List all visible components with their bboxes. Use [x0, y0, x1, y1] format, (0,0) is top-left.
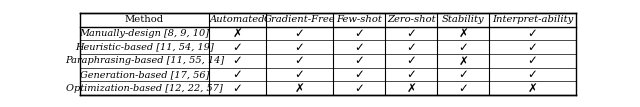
Text: ✓: ✓ — [294, 68, 305, 81]
Text: ✓: ✓ — [527, 27, 538, 40]
Text: ✓: ✓ — [354, 68, 364, 81]
Text: Generation-based [17, 56]: Generation-based [17, 56] — [80, 70, 209, 79]
Text: Stability: Stability — [442, 15, 484, 24]
Text: ✓: ✓ — [406, 54, 416, 67]
Text: Automated: Automated — [210, 15, 265, 24]
Text: ✓: ✓ — [354, 54, 364, 67]
Text: ✓: ✓ — [294, 27, 305, 40]
Text: ✗: ✗ — [406, 82, 416, 95]
Text: ✓: ✓ — [527, 41, 538, 54]
Text: ✓: ✓ — [232, 54, 243, 67]
Text: Optimization-based [12, 22, 57]: Optimization-based [12, 22, 57] — [66, 84, 223, 93]
Text: ✗: ✗ — [294, 82, 305, 95]
Text: ✓: ✓ — [406, 41, 416, 54]
Text: Few-shot: Few-shot — [336, 15, 382, 24]
Text: ✓: ✓ — [406, 68, 416, 81]
Text: ✗: ✗ — [527, 82, 538, 95]
Text: Zero-shot: Zero-shot — [387, 15, 435, 24]
Text: ✓: ✓ — [232, 41, 243, 54]
Text: Heuristic-based [11, 54, 19]: Heuristic-based [11, 54, 19] — [75, 43, 214, 52]
Text: Interpret-ability: Interpret-ability — [492, 15, 573, 24]
Text: Manually-design [8, 9, 10]: Manually-design [8, 9, 10] — [79, 29, 209, 38]
Text: ✓: ✓ — [458, 68, 468, 81]
Text: ✓: ✓ — [527, 68, 538, 81]
Text: Method: Method — [125, 15, 164, 24]
Text: ✗: ✗ — [458, 27, 468, 40]
Text: ✓: ✓ — [527, 54, 538, 67]
Text: ✓: ✓ — [232, 82, 243, 95]
Text: ✓: ✓ — [294, 54, 305, 67]
Text: Gradient-Free: Gradient-Free — [264, 15, 335, 24]
Text: ✓: ✓ — [354, 41, 364, 54]
Text: ✓: ✓ — [232, 68, 243, 81]
Text: ✓: ✓ — [406, 27, 416, 40]
Text: ✓: ✓ — [458, 41, 468, 54]
Text: ✓: ✓ — [458, 82, 468, 95]
Text: ✓: ✓ — [354, 27, 364, 40]
Text: Paraphrasing-based [11, 55, 14]: Paraphrasing-based [11, 55, 14] — [65, 56, 224, 65]
Text: ✓: ✓ — [354, 82, 364, 95]
Text: ✗: ✗ — [458, 54, 468, 67]
Text: ✗: ✗ — [232, 27, 243, 40]
Text: ✓: ✓ — [294, 41, 305, 54]
